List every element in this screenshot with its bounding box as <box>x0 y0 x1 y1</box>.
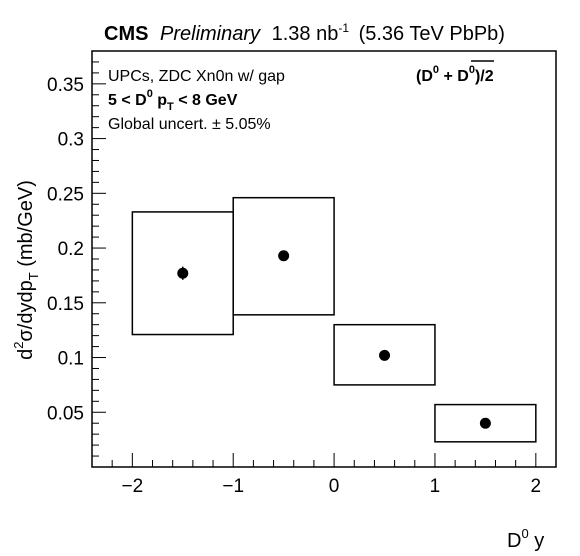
x-tick-label: 0 <box>329 476 340 497</box>
species-dbar: D <box>457 68 469 85</box>
y-axis-title-sub: T <box>26 272 41 280</box>
legend-line-2-prefix: 5 < D <box>108 92 147 109</box>
y-tick-label: 0.35 <box>47 75 84 96</box>
systematic-box <box>434 403 537 443</box>
data-point <box>479 417 491 429</box>
data-point <box>379 349 391 361</box>
species-open: (D <box>416 68 433 85</box>
legend-line-1: UPCs, ZDC Xn0n w/ gap <box>108 68 285 85</box>
y-axis-title-sup: 2 <box>11 342 26 349</box>
x-tick-label: −1 <box>222 476 244 497</box>
y-axis-title-main: σ/dydp <box>15 280 37 341</box>
x-tick-label: −2 <box>122 476 144 497</box>
legend-line-2-mid: p <box>153 92 167 109</box>
species-label: (D0 + D0)/2 <box>416 64 494 85</box>
header: CMS Preliminary 1.38 nb-1 (5.36 TeV PbPb… <box>104 15 505 45</box>
header-lumi-exponent: -1 <box>338 21 349 35</box>
y-tick-label: 0.15 <box>47 294 84 315</box>
header-lumi: 1.38 nb <box>272 23 339 45</box>
y-tick-label: 0.3 <box>58 130 84 151</box>
y-axis-ticks: 0.05 0.1 0.15 0.2 0.25 0.3 0.35 <box>47 50 106 468</box>
y-tick-label: 0.05 <box>47 403 84 424</box>
data-point <box>177 267 189 279</box>
systematic-box <box>333 323 436 386</box>
x-axis-title-y: y <box>529 530 545 552</box>
y-axis-title: d2σ/dydpT (mb/GeV) <box>11 180 41 360</box>
species-plus: + <box>439 68 457 85</box>
legend-line-2-sup: 0 <box>147 88 153 100</box>
x-tick-label: 2 <box>531 476 542 497</box>
species-close: )/2 <box>475 68 494 85</box>
species-sup-2: 0 <box>469 64 475 76</box>
x-axis-title-main: D <box>507 530 521 552</box>
species-sup-1: 0 <box>433 64 439 76</box>
y-tick-label: 0.1 <box>58 349 84 370</box>
systematic-boxes <box>131 196 537 443</box>
y-axis-title-unit: (mb/GeV) <box>15 180 37 272</box>
x-axis-title: D0 y <box>507 526 544 552</box>
x-axis-ticks: −2 −1 0 1 2 <box>91 453 557 497</box>
header-experiment: CMS <box>104 23 148 45</box>
legend-line-2-suffix: < 8 GeV <box>174 92 238 109</box>
legend-line-2: 5 < D0 pT < 8 GeV <box>108 88 238 113</box>
data-point <box>278 250 290 262</box>
x-axis-title-sup: 0 <box>521 526 528 541</box>
data-markers <box>177 250 491 429</box>
systematic-box <box>232 196 335 316</box>
legend-line-2-sub: T <box>167 101 174 113</box>
y-tick-label: 0.25 <box>47 184 84 205</box>
x-tick-label: 1 <box>430 476 441 497</box>
header-status: Preliminary <box>160 23 261 45</box>
legend-line-3: Global uncert. ± 5.05% <box>108 116 271 133</box>
y-tick-label: 0.2 <box>58 239 84 260</box>
y-axis-title-d: d <box>15 349 37 360</box>
header-energy: (5.36 TeV PbPb) <box>359 23 505 45</box>
